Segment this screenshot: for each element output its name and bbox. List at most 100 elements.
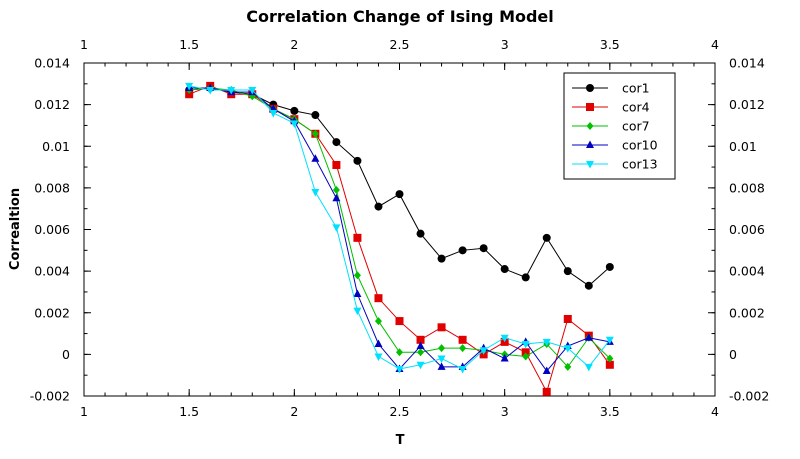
data-point-cor13 xyxy=(416,361,425,370)
data-point-cor1 xyxy=(458,246,467,255)
x-tick-label-top: 3.5 xyxy=(600,37,620,52)
y-tick-label-left: 0 xyxy=(62,347,70,362)
y-tick-label-right: 0 xyxy=(729,347,737,362)
x-axis-label: T xyxy=(396,433,405,448)
data-point-cor13 xyxy=(269,109,278,118)
series-cor7 xyxy=(185,83,614,371)
y-tick-label-left: 0.014 xyxy=(34,56,70,71)
data-point-cor10 xyxy=(353,289,362,298)
y-axis-label: Correaltion xyxy=(8,188,23,270)
y-tick-label-left: 0.012 xyxy=(34,97,70,112)
data-point-cor10 xyxy=(374,339,383,347)
data-point-cor13 xyxy=(248,87,257,95)
y-tick-label-left: 0.008 xyxy=(34,180,70,195)
data-point-cor1 xyxy=(332,138,341,147)
legend: cor1 cor4 cor7 cor10 cor13 xyxy=(563,72,676,180)
legend-label: cor4 xyxy=(622,100,650,115)
data-point-cor1 xyxy=(521,273,530,282)
data-point-cor4 xyxy=(416,335,425,344)
data-point-cor13 xyxy=(311,189,320,197)
data-point-cor1 xyxy=(563,267,572,276)
data-point-cor13 xyxy=(584,363,593,372)
x-tick-label-bottom: 1 xyxy=(80,404,88,419)
chart-title: Correlation Change of Ising Model xyxy=(246,7,554,26)
legend-marker xyxy=(586,161,594,169)
series-cor10 xyxy=(185,83,614,375)
data-point-cor7 xyxy=(353,271,361,280)
y-tick-label-left: 0.01 xyxy=(42,139,70,154)
y-tick-label-right: -0.002 xyxy=(729,389,769,404)
x-tick-label-top: 4 xyxy=(711,37,719,52)
data-point-cor1 xyxy=(416,229,425,238)
data-point-cor13 xyxy=(374,353,383,361)
data-point-cor7 xyxy=(332,185,340,194)
x-tick-label-bottom: 2 xyxy=(290,404,298,419)
data-point-cor10 xyxy=(332,193,341,202)
y-tick-label-left: -0.002 xyxy=(30,389,70,404)
data-point-cor4 xyxy=(353,233,362,242)
data-point-cor1 xyxy=(374,202,383,211)
data-point-cor1 xyxy=(395,190,404,199)
x-tick-label-top: 2 xyxy=(290,37,298,52)
legend-marker xyxy=(586,122,594,130)
data-point-cor7 xyxy=(606,354,614,363)
data-point-cor4 xyxy=(458,335,467,344)
data-point-cor10 xyxy=(269,104,278,112)
y-tick-label-left: 0.006 xyxy=(34,222,70,237)
data-point-cor13 xyxy=(332,224,341,232)
x-tick-label-bottom: 3.5 xyxy=(600,404,620,419)
data-point-cor4 xyxy=(521,348,530,357)
legend-item-cor1: cor1 xyxy=(572,81,650,96)
series-line-cor10 xyxy=(189,87,610,372)
legend-item-cor7: cor7 xyxy=(572,119,650,134)
data-point-cor7 xyxy=(459,344,467,353)
y-tick-label-right: 0.014 xyxy=(729,56,765,71)
data-point-cor13 xyxy=(563,345,572,353)
data-point-cor1 xyxy=(353,156,362,165)
data-point-cor7 xyxy=(438,344,446,353)
x-tick-label-bottom: 1.5 xyxy=(179,404,199,419)
data-point-cor1 xyxy=(311,111,320,120)
legend-marker xyxy=(586,140,594,148)
data-point-cor1 xyxy=(437,254,446,263)
data-point-cor13 xyxy=(227,87,236,95)
legend-label: cor1 xyxy=(622,81,650,96)
data-point-cor10 xyxy=(311,154,320,162)
data-point-cor10 xyxy=(500,354,509,362)
data-point-cor4 xyxy=(563,314,572,323)
data-point-cor10 xyxy=(437,362,446,370)
series-cor1 xyxy=(185,83,614,290)
data-point-cor7 xyxy=(374,317,382,326)
data-point-cor1 xyxy=(479,244,488,253)
data-point-cor4 xyxy=(542,387,551,396)
legend-marker xyxy=(586,103,594,111)
y-tick-label-right: 0.004 xyxy=(729,264,765,279)
data-point-cor13 xyxy=(206,87,215,95)
tick-labels: 1 1 1.5 1.5 2 2 2.5 2.5 3 3 3.5 3.5 4 4 -0.002 -0.002 0 0… xyxy=(30,37,770,419)
x-tick-label-bottom: 2.5 xyxy=(390,404,410,419)
y-tick-label-left: 0.004 xyxy=(34,264,70,279)
series-cor13 xyxy=(185,82,614,374)
data-point-cor10 xyxy=(584,333,593,341)
data-point-cor13 xyxy=(458,365,467,374)
legend-label: cor7 xyxy=(622,119,650,134)
data-point-cor7 xyxy=(417,348,425,357)
data-point-cor1 xyxy=(500,265,509,274)
series-line-cor13 xyxy=(189,85,611,370)
data-point-cor13 xyxy=(353,307,362,316)
legend-label: cor10 xyxy=(622,138,658,153)
data-point-cor10 xyxy=(416,341,425,350)
data-point-cor13 xyxy=(521,340,530,349)
data-point-cor13 xyxy=(395,365,404,374)
y-tick-label-right: 0.01 xyxy=(729,139,757,154)
legend-item-cor10: cor10 xyxy=(572,138,658,153)
data-point-cor13 xyxy=(479,347,488,355)
x-tick-label-bottom: 3 xyxy=(501,404,509,419)
legend-marker xyxy=(586,84,594,92)
data-point-cor4 xyxy=(374,294,383,303)
data-point-cor4 xyxy=(437,323,446,332)
data-point-cor13 xyxy=(542,338,551,347)
data-point-cor13 xyxy=(290,120,299,128)
data-point-cor1 xyxy=(290,106,299,115)
y-tick-label-left: 0.002 xyxy=(34,305,70,320)
